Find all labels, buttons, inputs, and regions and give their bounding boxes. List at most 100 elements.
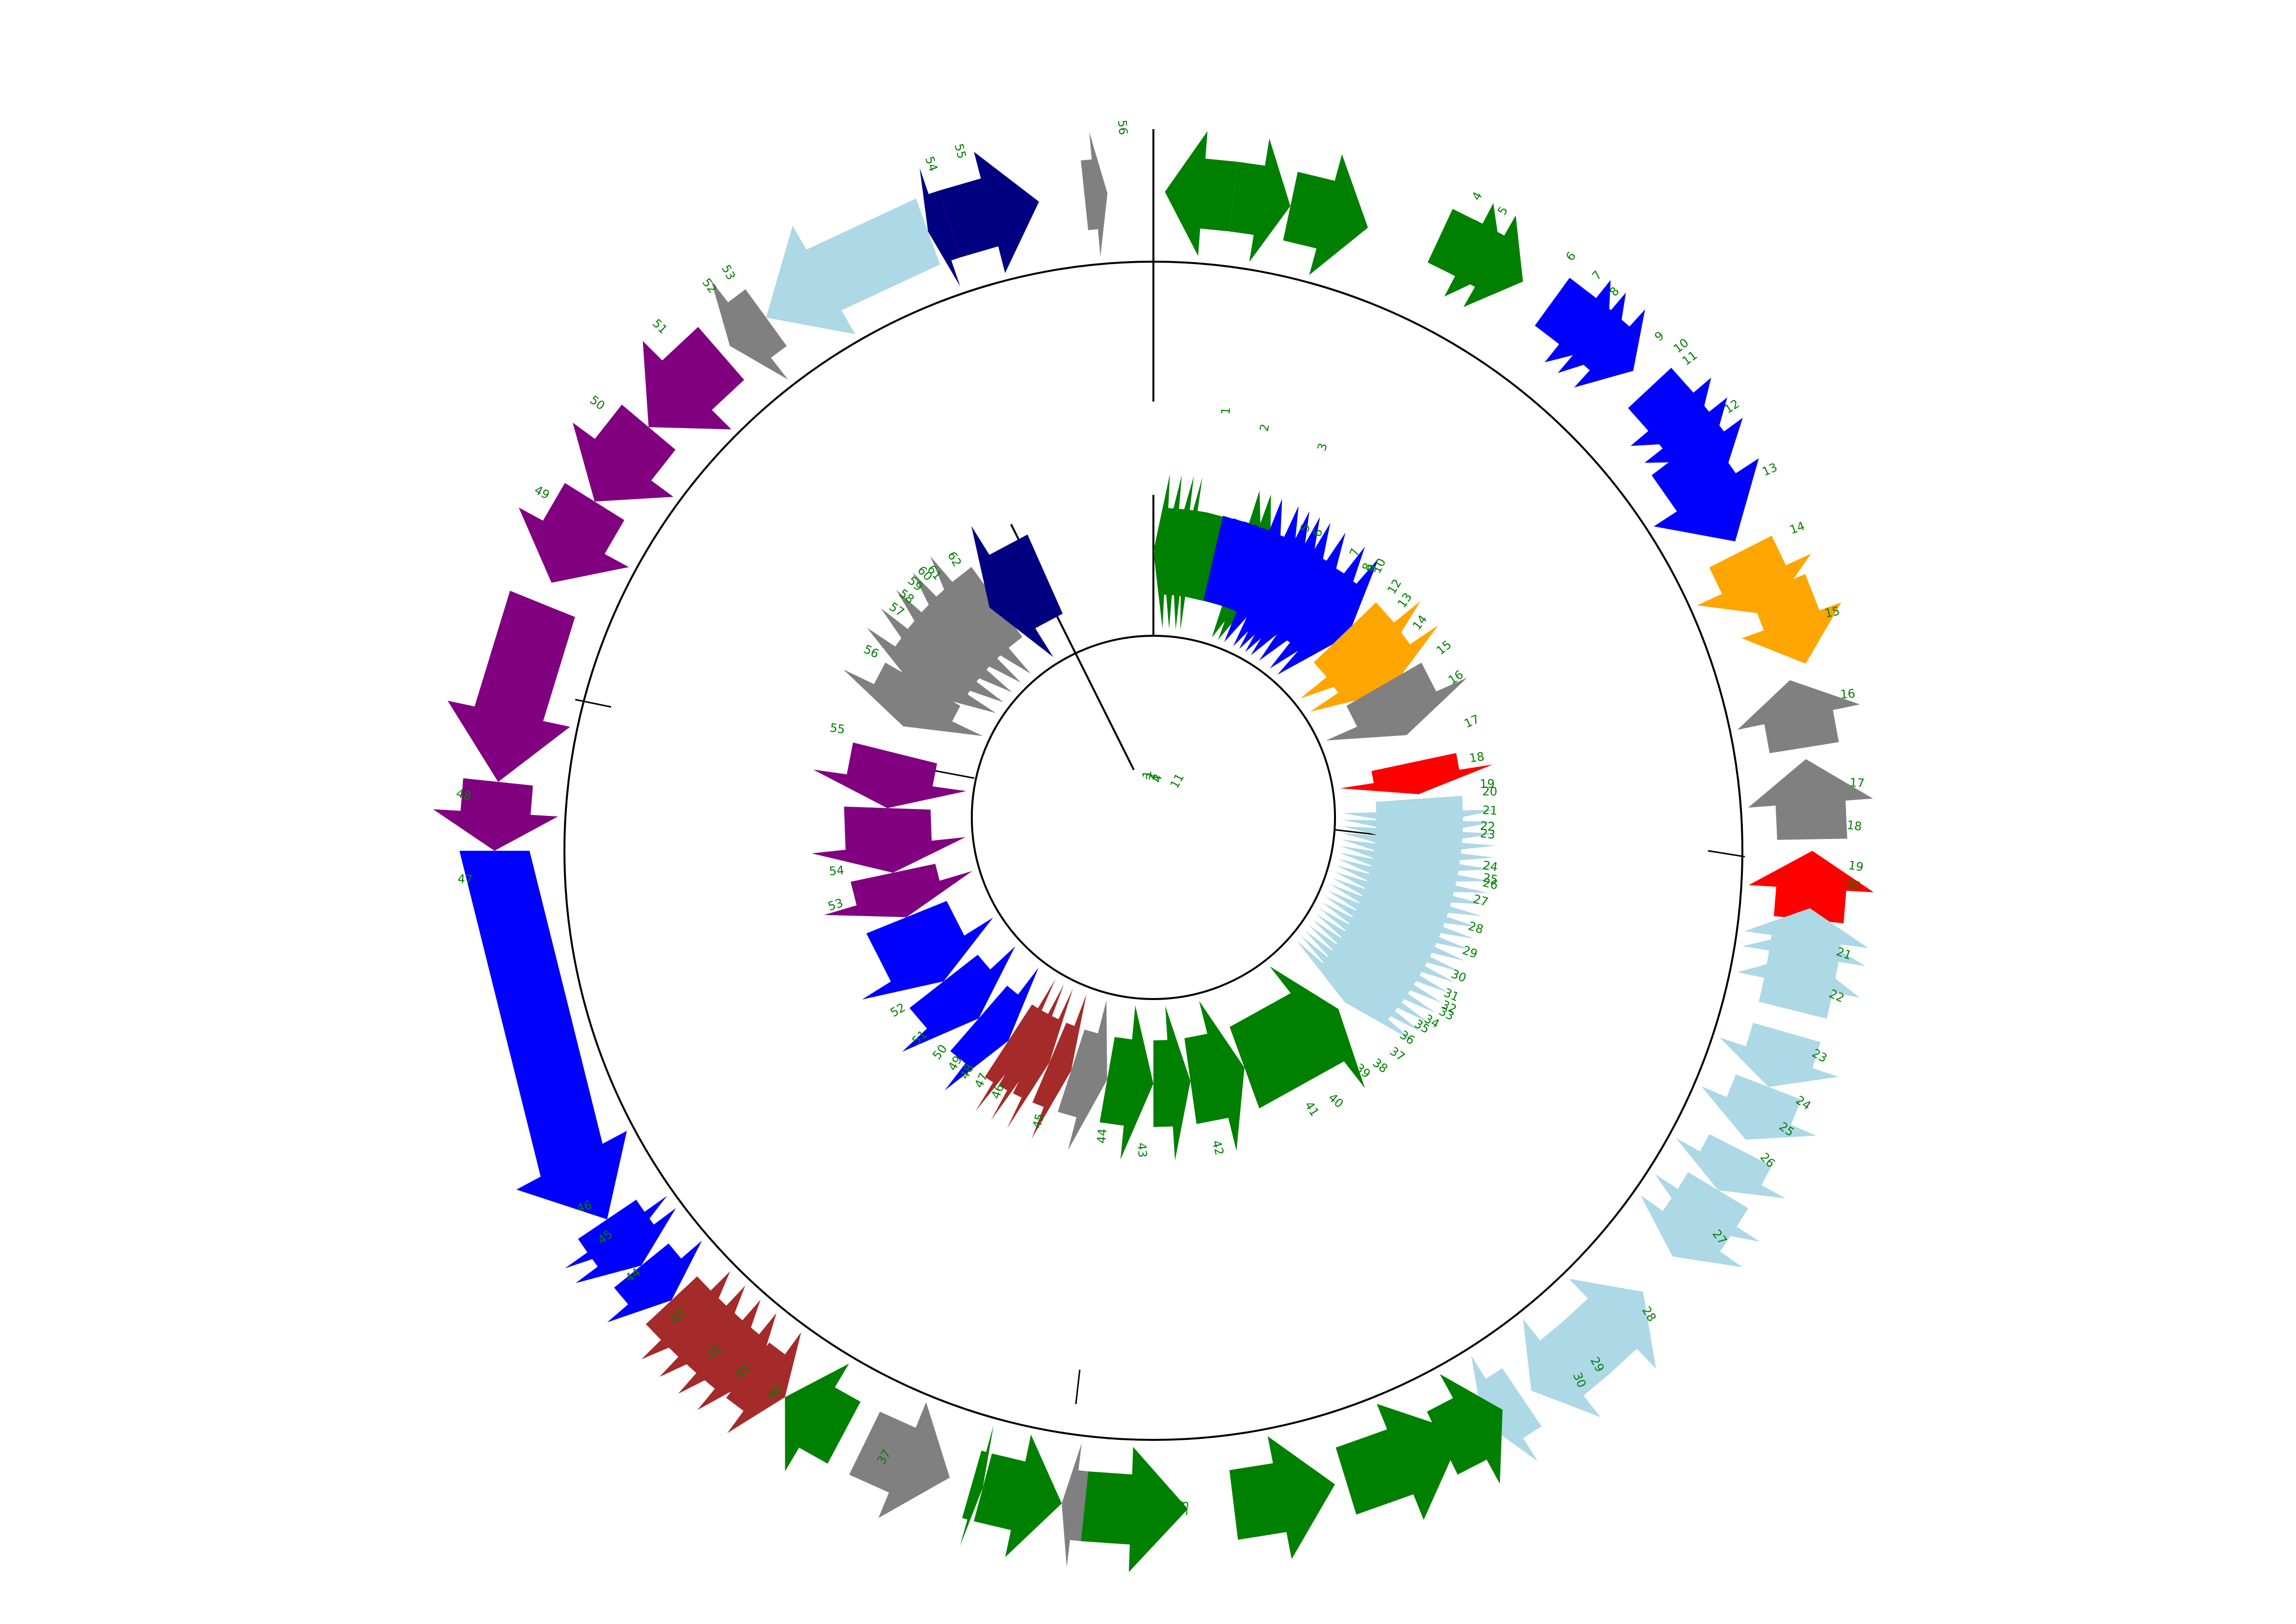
outer-gene-label-17: 17 (1849, 776, 1865, 790)
inner-gene-arrow-17 (1326, 662, 1468, 741)
inner-gene-label-15: 15 (1434, 638, 1454, 658)
outer-gene-arrow-22 (1701, 1074, 1816, 1140)
outer-gene-label-14: 14 (1788, 519, 1807, 537)
inner-gene-label-11: 11 (1168, 771, 1187, 791)
inner-gene-arrow-42 (1184, 1001, 1245, 1151)
outer-gene-label-20: 20 (1845, 877, 1863, 893)
inner-gene-label-5: 5 (1298, 522, 1313, 533)
inner-gene-label-30: 30 (1449, 967, 1468, 985)
outer-gene-arrow-38 (726, 1332, 801, 1434)
outer-gene-label-9: 9 (1652, 328, 1667, 344)
inner-gene-arrow-51 (902, 946, 1015, 1052)
outer-gene-label-6: 6 (1563, 249, 1578, 263)
outer-gene-arrow-21 (1719, 1023, 1839, 1087)
outer-gene-label-18: 18 (1846, 818, 1863, 834)
inner-gene-arrow-53 (824, 864, 972, 918)
outer-gene-label-13: 13 (1760, 460, 1779, 479)
outer-gene-arrow-28 (1471, 1355, 1542, 1462)
outer-gene-arrow-56 (1081, 132, 1108, 257)
inner-gene-arrow-45 (1058, 1000, 1107, 1150)
outer-gene-arrow-47 (433, 778, 558, 851)
outer-gene-arrow-49 (518, 483, 629, 583)
inner-gene-arrow-50 (944, 967, 1039, 1091)
inner-gene-arrow-44 (1099, 1005, 1153, 1160)
inner-tick-right (1334, 829, 1377, 836)
outer-gene-arrow-33 (1062, 1443, 1089, 1568)
outer-gene-label-31: 31 (1451, 1441, 1468, 1459)
outer-gene-arrow-35 (960, 1425, 994, 1546)
inner-gene-arrow-16 (1310, 618, 1439, 712)
outer-gene-label-7: 7 (1589, 268, 1604, 283)
inner-gene-label-14: 14 (1410, 612, 1430, 632)
outer-gene-arrow-42 (641, 1271, 730, 1359)
outer-gene-arrow-52 (711, 280, 788, 379)
inner-gene-label-29: 29 (1461, 943, 1479, 961)
outer-gene-label-32: 32 (1291, 1481, 1305, 1496)
outer-gene-arrow-29 (1427, 1374, 1503, 1484)
inner-gene-label-55: 55 (829, 721, 846, 736)
inner-gene-label-26: 26 (1482, 876, 1499, 893)
outer-gene-arrow-17 (1749, 851, 1874, 923)
inner-gene-arrow-48 (991, 984, 1065, 1120)
outer-gene-arrow-13 (1697, 536, 1811, 615)
outer-tick-right (1708, 850, 1745, 858)
inner-gene-map: 1234567891011121314151617181920212223242… (811, 474, 1499, 1161)
inner-gene-label-18: 18 (1468, 750, 1485, 765)
outer-gene-arrow-14 (1742, 574, 1842, 664)
inner-gene-label-27: 27 (1471, 892, 1490, 909)
inner-gene-arrow-43 (1153, 1006, 1191, 1161)
inner-backbone-circle (971, 635, 1336, 1000)
outer-gene-arrow-31 (1229, 1436, 1335, 1559)
outer-gene-arrow-25 (1640, 1191, 1743, 1268)
outer-gene-label-49: 49 (532, 483, 552, 502)
outer-gene-label-55: 55 (952, 142, 969, 160)
outer-gene-arrow-54 (919, 168, 961, 287)
inner-gene-label-19: 19 (1480, 777, 1495, 791)
outer-gene-arrow-50 (572, 405, 676, 502)
outer-gene-label-19: 19 (1847, 858, 1865, 874)
outer-gene-label-50: 50 (587, 393, 607, 413)
outer-gene-label-34: 34 (1117, 1499, 1134, 1517)
outer-gene-arrow-30 (1335, 1404, 1463, 1520)
outer-gene-arrow-32 (1081, 1447, 1188, 1572)
outer-gene-label-16: 16 (1840, 687, 1856, 702)
inner-gene-arrow-47 (1007, 988, 1073, 1129)
inner-gene-arrow-41 (1229, 966, 1365, 1109)
inner-gene-label-56: 56 (861, 642, 881, 661)
outer-gene-arrow-12 (1652, 433, 1759, 541)
inner-gene-arrow-46 (1032, 994, 1087, 1139)
outer-gene-label-56: 56 (1115, 119, 1130, 135)
outer-gene-label-33: 33 (1176, 1500, 1192, 1516)
inner-gene-label-43: 43 (1135, 1142, 1149, 1158)
inner-gene-arrow-52 (862, 901, 993, 1000)
outer-tick-bottom (1075, 1369, 1081, 1405)
outer-gene-arrow-5 (1448, 215, 1523, 307)
outer-gene-arrow-23 (1676, 1134, 1786, 1199)
outer-gene-arrow-27 (1523, 1319, 1609, 1417)
inner-gene-label-24: 24 (1482, 858, 1499, 874)
outer-backbone-circle (563, 261, 1743, 1441)
outer-gene-arrow-53 (766, 198, 940, 334)
outer-tick-left (575, 699, 612, 708)
outer-gene-arrow-3 (1283, 154, 1368, 275)
outer-gene-arrow-55 (939, 152, 1039, 273)
inner-gene-label-20: 20 (1482, 785, 1497, 799)
inner-gene-label-50: 50 (930, 1042, 950, 1062)
inner-gene-label-23: 23 (1479, 826, 1496, 842)
inner-gene-label-22: 22 (1479, 819, 1495, 834)
outer-gene-label-51: 51 (650, 316, 670, 336)
outer-gene-arrow-34 (974, 1435, 1062, 1557)
inner-gene-label-62: 62 (945, 549, 964, 569)
outer-gene-label-4: 4 (1469, 189, 1485, 203)
inner-tick-left (934, 770, 975, 779)
inner-gene-label-54: 54 (828, 863, 845, 878)
inner-gene-label-3: 3 (1147, 773, 1161, 782)
inner-gene-label-2: 2 (1144, 772, 1158, 781)
outer-gene-label-1: 1 (1219, 406, 1233, 415)
outer-gene-arrow-20 (1737, 954, 1860, 1019)
outer-gene-arrow-51 (642, 326, 745, 430)
inner-gene-label-41: 41 (1302, 1099, 1322, 1119)
outer-gene-arrow-16 (1748, 759, 1873, 840)
inner-gene-arrow-54 (811, 807, 966, 873)
